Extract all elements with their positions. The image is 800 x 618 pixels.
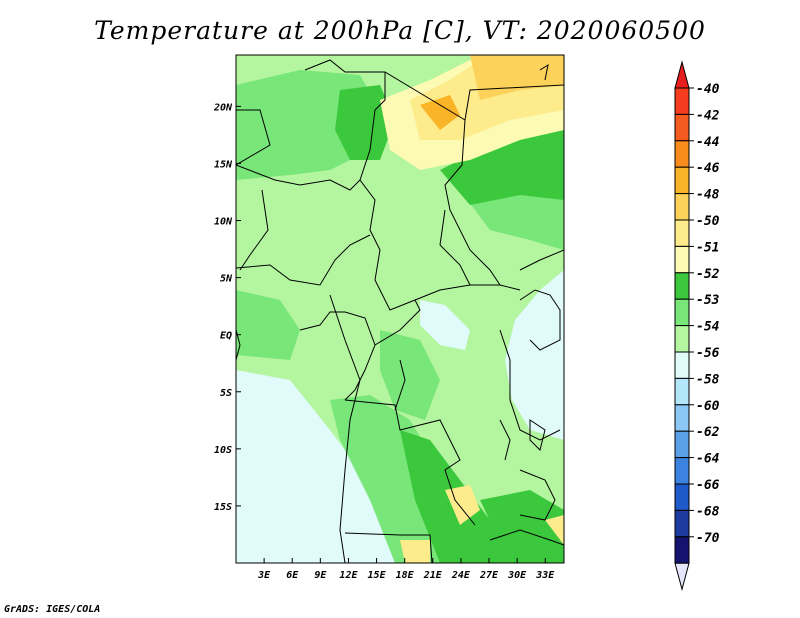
colorbar-swatch bbox=[674, 298, 690, 327]
band-53-central bbox=[380, 330, 440, 420]
colorbar-label: -51 bbox=[696, 240, 719, 255]
map-frame bbox=[235, 54, 565, 564]
cold-zone-east bbox=[505, 270, 564, 440]
colorbar-label: -42 bbox=[696, 108, 720, 123]
colorbar-swatch bbox=[674, 193, 690, 221]
lat-tick-label: 5N bbox=[220, 274, 233, 285]
lat-tick-label: 15N bbox=[214, 159, 233, 170]
border-line bbox=[394, 359, 406, 411]
lon-tick-label: 6E bbox=[286, 570, 299, 581]
colorbar-swatch bbox=[674, 430, 690, 459]
band-52-north bbox=[335, 85, 395, 160]
border-line bbox=[359, 72, 386, 251]
colorbar-swatch bbox=[674, 325, 690, 353]
lon-tick-label: 27E bbox=[479, 570, 499, 581]
border-line bbox=[374, 299, 421, 346]
country-borders bbox=[236, 59, 564, 563]
lon-tick-label: 33E bbox=[535, 570, 555, 581]
colorbar-swatch bbox=[674, 377, 690, 406]
band-53-west bbox=[236, 290, 300, 360]
colorbar-swatch bbox=[674, 509, 690, 538]
border-line bbox=[236, 234, 371, 286]
lat-tick-label: 20N bbox=[213, 102, 233, 113]
colorbar-swatch bbox=[674, 140, 690, 168]
warm-patch-south-3 bbox=[545, 515, 564, 545]
border-line bbox=[439, 209, 471, 286]
lat-tick-label: 10N bbox=[214, 217, 233, 228]
map-title: Temperature at 200hPa [C], VT: 202006050… bbox=[94, 16, 706, 45]
colorbar-swatch bbox=[674, 351, 690, 379]
colorbar-swatch bbox=[674, 245, 690, 274]
colorbar-top-triangle bbox=[674, 60, 690, 89]
colorbar-label: -48 bbox=[696, 188, 720, 203]
lat-tick-label: 5S bbox=[220, 388, 232, 399]
colorbar-label: -53 bbox=[696, 293, 720, 308]
warm-patch-south-2 bbox=[400, 540, 430, 563]
colorbar-label: -44 bbox=[696, 135, 720, 150]
lon-tick-label: 18E bbox=[396, 570, 415, 581]
cold-zone-southwest bbox=[236, 370, 395, 563]
colorbar-label: -54 bbox=[696, 320, 720, 335]
colorbar-swatch bbox=[674, 113, 690, 142]
lake-outline bbox=[499, 419, 511, 461]
lon-tick-label: 9E bbox=[314, 570, 327, 581]
colorbar-swatch bbox=[674, 87, 690, 115]
border-line bbox=[519, 249, 564, 271]
warm-zone-46 bbox=[420, 95, 460, 130]
border-line bbox=[519, 289, 561, 351]
border-line bbox=[236, 109, 271, 166]
map-axes: 3E 6E 9E 12E 15E 18E 21E 24E 27E 30E 33E 20N 15N 10N 5… bbox=[213, 102, 555, 581]
lon-tick-label: 12E bbox=[339, 570, 358, 581]
temperature-field bbox=[236, 55, 564, 563]
colorbar-label: -68 bbox=[696, 504, 720, 519]
lon-tick-label: 3E bbox=[257, 570, 271, 581]
border-line bbox=[374, 249, 521, 311]
lon-tick-label: 30E bbox=[507, 570, 527, 581]
lat-tick-label: 15S bbox=[214, 502, 232, 513]
colorbar-swatch bbox=[674, 536, 690, 564]
colorbar-label: -60 bbox=[696, 399, 720, 414]
colorbar-label: -70 bbox=[696, 531, 720, 546]
colorbar-label: -64 bbox=[696, 452, 720, 467]
colorbar-label: -66 bbox=[696, 478, 720, 493]
border-line bbox=[344, 399, 476, 526]
border-line bbox=[239, 189, 269, 271]
colorbar-label: -50 bbox=[696, 214, 720, 229]
border-line bbox=[519, 469, 556, 521]
colorbar-swatch bbox=[674, 457, 690, 485]
band-52-northeast bbox=[440, 120, 564, 205]
border-line bbox=[444, 119, 501, 286]
lon-tick-label: 15E bbox=[368, 570, 387, 581]
border-line bbox=[299, 311, 376, 401]
lat-tick-label: EQ bbox=[220, 331, 232, 342]
colorbar-swatch bbox=[674, 219, 690, 247]
border-line bbox=[489, 529, 564, 546]
colorbar-label: -52 bbox=[696, 267, 720, 282]
colorbar-bottom-triangle bbox=[674, 562, 690, 592]
lon-tick-label: 24E bbox=[451, 570, 471, 581]
lat-tick-label: 10S bbox=[214, 445, 232, 456]
colorbar-label: -58 bbox=[696, 372, 720, 387]
colorbar-label: -46 bbox=[696, 161, 720, 176]
colorbar-label: -62 bbox=[696, 425, 720, 440]
colorbar-label: -40 bbox=[696, 82, 720, 97]
border-line bbox=[539, 63, 549, 81]
band-52-southeast bbox=[480, 490, 564, 563]
coastline bbox=[329, 294, 361, 563]
border-line bbox=[236, 164, 361, 191]
colorbar: -40 -42 -44 -46 -48 -50 -51 -52 -53 -54 -56 -58 -60 -… bbox=[674, 60, 720, 592]
colorbar-label: -56 bbox=[696, 346, 720, 361]
lake-outline bbox=[529, 419, 546, 451]
lon-tick-label: 21E bbox=[423, 570, 443, 581]
colorbar-swatch bbox=[674, 272, 690, 300]
border-line bbox=[344, 532, 433, 563]
cold-zone-central bbox=[420, 300, 470, 350]
colorbar-swatch bbox=[674, 404, 690, 432]
colorbar-swatch bbox=[674, 166, 690, 195]
grads-credit: GrADS: IGES/COLA bbox=[4, 604, 101, 615]
colorbar-swatch bbox=[674, 483, 690, 511]
